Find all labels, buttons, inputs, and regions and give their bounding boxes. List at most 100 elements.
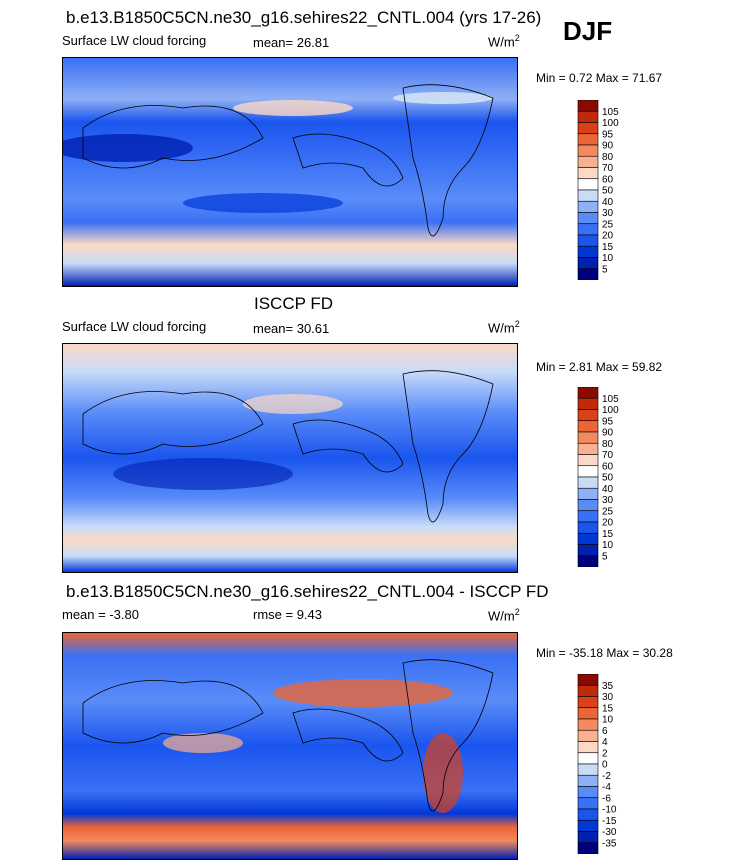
colorbar-box — [577, 189, 599, 202]
colorbar-tick-label: 80 — [602, 439, 614, 450]
colorbar-box — [577, 808, 599, 821]
colorbar-tick-label: 20 — [602, 518, 614, 529]
colorbar-box — [577, 178, 599, 191]
colorbar-box — [577, 144, 599, 157]
colorbar-tick-label: 10 — [602, 540, 614, 551]
panel-3-map-field — [63, 633, 517, 859]
panel-3-mean-label: mean = -3.80 — [62, 607, 139, 622]
colorbar-tick-label: 10 — [602, 715, 614, 726]
colorbar-tick-label: 25 — [602, 219, 614, 230]
colorbar-box — [577, 234, 599, 247]
panel-3-title: b.e13.B1850C5CN.ne30_g16.sehires22_CNTL.… — [66, 582, 549, 601]
colorbar-box — [577, 245, 599, 258]
colorbar-tick-label: -35 — [602, 838, 617, 849]
colorbar-box — [577, 454, 599, 467]
colorbar-tick-label: 95 — [602, 416, 614, 427]
colorbar-box — [577, 122, 599, 135]
panel-2-map-field — [63, 344, 517, 572]
colorbar-box — [577, 397, 599, 410]
colorbar-box — [577, 409, 599, 422]
colorbar-tick-label: 30 — [602, 208, 614, 219]
panel-3-minmax: Min = -35.18 Max = 30.28 — [536, 646, 673, 660]
panel-2-units: W/m2 — [488, 319, 520, 336]
panel-2-map — [62, 343, 518, 573]
colorbar-box — [577, 212, 599, 225]
panel-1-variable-label: Surface LW cloud forcing — [62, 33, 207, 48]
colorbar-box — [577, 223, 599, 236]
panel-3-map — [62, 632, 518, 860]
colorbar-box — [577, 741, 599, 754]
colorbar-box — [577, 786, 599, 799]
colorbar-box — [577, 155, 599, 168]
colorbar-box — [577, 133, 599, 146]
colorbar-tick-label: 100 — [602, 405, 619, 416]
colorbar-tick-label: 6 — [602, 726, 608, 737]
colorbar-box — [577, 521, 599, 534]
panel-2-minmax: Min = 2.81 Max = 59.82 — [536, 360, 663, 374]
panel-1-map-field — [63, 58, 517, 286]
panel-1-mean-label: mean= 26.81 — [253, 35, 330, 50]
colorbar-box — [577, 487, 599, 500]
colorbar-box — [577, 831, 599, 844]
colorbar-tick-label: 40 — [602, 197, 614, 208]
colorbar-tick-label: 50 — [602, 186, 614, 197]
colorbar-tick-label: 40 — [602, 484, 614, 495]
colorbar-tick-label: 70 — [602, 163, 614, 174]
colorbar-box — [577, 200, 599, 213]
colorbar-tick-label: 105 — [602, 107, 619, 118]
colorbar-tick-label: 60 — [602, 174, 614, 185]
colorbar-tick-label: 70 — [602, 450, 614, 461]
colorbar-tick-label: 100 — [602, 118, 619, 129]
colorbar-box — [577, 99, 599, 112]
colorbar-box — [577, 673, 599, 686]
panel-1-map — [62, 57, 518, 287]
panel-3-units: W/m2 — [488, 607, 520, 624]
colorbar-box — [577, 544, 599, 557]
panel-1-minmax: Min = 0.72 Max = 71.67 — [536, 71, 663, 85]
colorbar-box — [577, 167, 599, 180]
panel-3-colorbar: 35 30 15 10 6 4 2 0 -2 -4 -6 -10 -15 -30 -35 — [576, 673, 636, 859]
colorbar-box — [577, 763, 599, 776]
colorbar-tick-label: 15 — [602, 703, 614, 714]
panel-2-colorbar: 105 100 95 90 80 70 60 50 40 30 25 20 15 10 5 — [576, 386, 636, 572]
colorbar-tick-label: -15 — [602, 816, 617, 827]
colorbar-tick-label: 20 — [602, 231, 614, 242]
colorbar-box — [577, 110, 599, 123]
colorbar-tick-label: 2 — [602, 748, 608, 759]
colorbar-box — [577, 465, 599, 478]
colorbar-box — [577, 774, 599, 787]
colorbar-tick-label: 0 — [602, 760, 608, 771]
panel-1-colorbar: 105 100 95 90 80 70 60 50 40 30 25 20 15 10 5 — [576, 99, 636, 285]
colorbar-tick-label: -6 — [602, 793, 611, 804]
colorbar-tick-label: 4 — [602, 737, 608, 748]
colorbar-tick-label: 30 — [602, 495, 614, 506]
colorbar-box — [577, 729, 599, 742]
colorbar-box — [577, 532, 599, 545]
colorbar-tick-label: -2 — [602, 771, 611, 782]
colorbar-tick-label: 10 — [602, 253, 614, 264]
colorbar-box — [577, 819, 599, 832]
colorbar-box — [577, 476, 599, 489]
colorbar-box — [577, 499, 599, 512]
colorbar-tick-label: 95 — [602, 129, 614, 140]
colorbar-tick-label: 15 — [602, 529, 614, 540]
panel-1-title: b.e13.B1850C5CN.ne30_g16.sehires22_CNTL.… — [66, 8, 542, 27]
colorbar-box — [577, 555, 599, 568]
panel-3-rmse-label: rmse = 9.43 — [253, 607, 323, 622]
colorbar-tick-label: 5 — [602, 551, 608, 562]
colorbar-tick-label: 60 — [602, 461, 614, 472]
colorbar-box — [577, 684, 599, 697]
season-label: DJF — [563, 16, 613, 46]
colorbar-tick-label: -30 — [602, 827, 617, 838]
colorbar-box — [577, 510, 599, 523]
colorbar-box — [577, 842, 599, 855]
colorbar-tick-label: 90 — [602, 141, 614, 152]
colorbar-tick-label: 5 — [602, 264, 608, 275]
colorbar-box — [577, 268, 599, 281]
colorbar-box — [577, 257, 599, 270]
colorbar-tick-label: 50 — [602, 473, 614, 484]
colorbar-box — [577, 386, 599, 399]
colorbar-box — [577, 442, 599, 455]
